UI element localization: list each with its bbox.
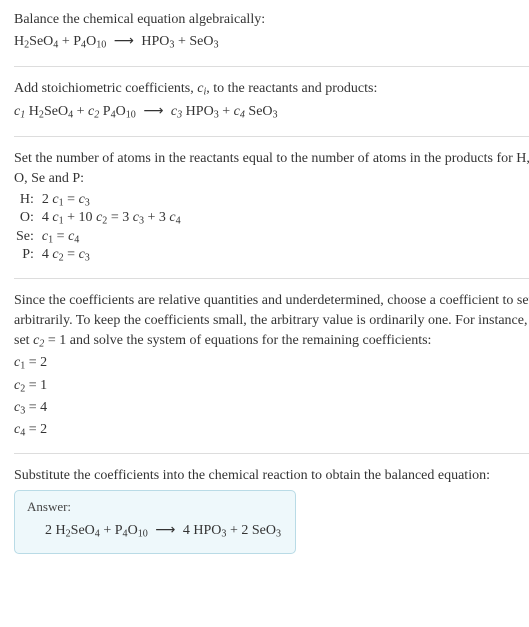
ci-var: ci — [197, 81, 206, 96]
coeff-line: c1 = 2 — [14, 352, 529, 374]
table-row: O: 4 c1 + 10 c2 = 3 c3 + 3 c4 — [14, 210, 187, 229]
coef: 2 — [45, 523, 52, 538]
table-row: H: 2 c1 = c3 — [14, 192, 187, 211]
divider — [14, 453, 529, 454]
reaction-arrow-icon: ⟶ — [151, 522, 179, 538]
plus: + — [103, 523, 114, 538]
solved-coeffs: c1 = 2 c2 = 1 c3 = 4 c4 = 2 — [14, 352, 529, 441]
coeff-equation: c1 H2SeO4 + c2 P4O10 ⟶ c3 HPO3 + c4 SeO3 — [14, 100, 529, 124]
add-coeff-text: Add stoichiometric coefficients, ci, to … — [14, 79, 529, 100]
atom-label: H: — [14, 192, 40, 211]
divider — [14, 278, 529, 279]
text-fragment: = 1 — [44, 333, 66, 348]
species-p4o10: P4O10 — [115, 523, 148, 538]
substitute-text: Substitute the coefficients into the che… — [14, 466, 529, 486]
balanced-equation: 2 H2SeO4 + P4O10 ⟶ 4 HPO3 + 2 SeO3 — [27, 519, 281, 543]
section-solve: Since the coefficients are relative quan… — [14, 291, 529, 441]
coeff-c3: c3 — [171, 104, 182, 119]
plus: + — [222, 104, 233, 119]
reaction-arrow-icon: ⟶ — [139, 103, 167, 119]
species-p4o10: P4O10 — [73, 34, 106, 49]
species-h2seo4: H2SeO4 — [29, 104, 73, 119]
species-seo3: SeO3 — [189, 34, 218, 49]
species-h2seo4: H2SeO4 — [14, 34, 58, 49]
section-substitute: Substitute the coefficients into the che… — [14, 466, 529, 554]
atom-equation: c1 = c4 — [40, 229, 187, 248]
answer-label: Answer: — [27, 499, 281, 515]
plus: + — [230, 523, 241, 538]
species-hpo3: HPO3 — [186, 104, 219, 119]
coeff-c4: c4 — [234, 104, 245, 119]
atom-equation: 4 c1 + 10 c2 = 3 c3 + 3 c4 — [40, 210, 187, 229]
species-hpo3: HPO3 — [141, 34, 174, 49]
species-hpo3: HPO3 — [193, 523, 226, 538]
atom-equation: 2 c1 = c3 — [40, 192, 187, 211]
atom-equation: 4 c2 = c3 — [40, 247, 187, 266]
divider — [14, 136, 529, 137]
section-atom-balance: Set the number of atoms in the reactants… — [14, 149, 529, 266]
coef: 4 — [183, 523, 190, 538]
solve-text: Since the coefficients are relative quan… — [14, 291, 529, 353]
coeff-line: c4 = 2 — [14, 419, 529, 441]
intro-text: Balance the chemical equation algebraica… — [14, 10, 529, 30]
plus: + — [77, 104, 88, 119]
table-row: Se: c1 = c4 — [14, 229, 187, 248]
unbalanced-equation: H2SeO4 + P4O10 ⟶ HPO3 + SeO3 — [14, 30, 529, 54]
coeff-c2: c2 — [88, 104, 99, 119]
coef: 2 — [241, 523, 248, 538]
set-expr: c2 — [33, 333, 44, 348]
reaction-arrow-icon: ⟶ — [110, 33, 138, 49]
species-p4o10: P4O10 — [103, 104, 136, 119]
coeff-line: c3 = 4 — [14, 397, 529, 419]
answer-box: Answer: 2 H2SeO4 + P4O10 ⟶ 4 HPO3 + 2 Se… — [14, 490, 296, 554]
coeff-c1: c1 — [14, 104, 25, 119]
table-row: P: 4 c2 = c3 — [14, 247, 187, 266]
section-intro: Balance the chemical equation algebraica… — [14, 10, 529, 54]
section-add-coefficients: Add stoichiometric coefficients, ci, to … — [14, 79, 529, 124]
atom-label: Se: — [14, 229, 40, 248]
atom-label: P: — [14, 247, 40, 266]
coeff-line: c2 = 1 — [14, 375, 529, 397]
species-h2seo4: H2SeO4 — [56, 523, 100, 538]
text-fragment: Add stoichiometric coefficients, — [14, 81, 197, 96]
divider — [14, 66, 529, 67]
species-seo3: SeO3 — [252, 523, 281, 538]
text-fragment: and solve the system of equations for th… — [66, 333, 431, 348]
text-fragment: , to the reactants and products: — [206, 81, 377, 96]
atom-label: O: — [14, 210, 40, 229]
atom-equations-table: H: 2 c1 = c3 O: 4 c1 + 10 c2 = 3 c3 + 3 … — [14, 192, 187, 266]
plus: + — [178, 34, 189, 49]
plus: + — [62, 34, 73, 49]
atom-balance-intro: Set the number of atoms in the reactants… — [14, 149, 529, 190]
species-seo3: SeO3 — [248, 104, 277, 119]
